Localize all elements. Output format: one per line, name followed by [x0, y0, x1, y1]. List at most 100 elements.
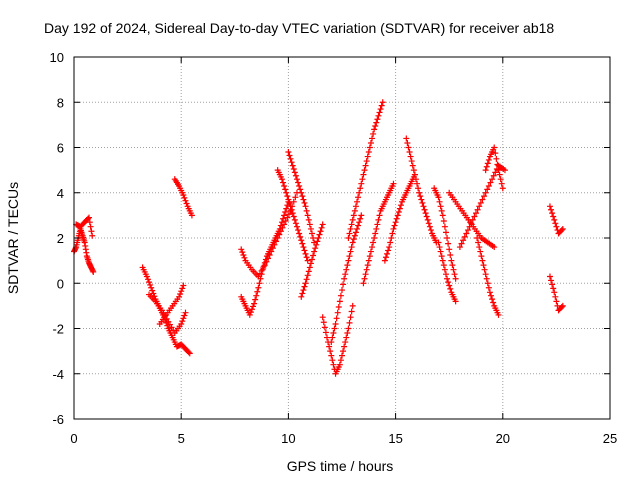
- x-tick-label: 5: [178, 431, 185, 446]
- data-point-t3: [186, 350, 193, 357]
- data-point-t24: [549, 210, 556, 217]
- data-point-t10: [292, 172, 299, 179]
- data-point-t21: [469, 216, 476, 223]
- data-point-t19: [439, 257, 446, 264]
- data-point-t12: [329, 357, 336, 364]
- data-point-t17: [415, 185, 422, 192]
- data-point-t16: [381, 257, 388, 264]
- x-tick-label: 0: [70, 431, 77, 446]
- data-point-t13: [337, 292, 344, 299]
- data-point-t13: [342, 271, 349, 278]
- data-point-t21: [458, 240, 465, 247]
- data-point-t7: [251, 300, 258, 307]
- data-point-t9: [285, 196, 292, 203]
- data-point-t10: [285, 149, 292, 156]
- data-point-t15: [372, 230, 379, 237]
- data-point-t18: [452, 275, 459, 282]
- data-point-t19: [444, 275, 451, 282]
- data-point-t21: [471, 213, 478, 220]
- data-point-t8: [281, 221, 288, 228]
- data-point-t18: [435, 194, 442, 201]
- data-point-t14: [359, 176, 366, 183]
- data-point-t19: [435, 239, 442, 246]
- data-point-t22: [489, 296, 496, 303]
- data-point-t8: [268, 248, 275, 255]
- data-point-t10: [299, 193, 306, 200]
- data-point-t21: [482, 189, 489, 196]
- data-point-t17: [414, 180, 421, 187]
- data-point-t12: [323, 334, 330, 341]
- data-point-t25: [553, 298, 560, 305]
- data-point-t24: [551, 216, 558, 223]
- data-point-t8: [271, 241, 278, 248]
- x-tick-label: 25: [603, 431, 617, 446]
- data-point-t21: [468, 220, 475, 227]
- y-tick-label: 4: [57, 186, 64, 201]
- data-point-t8: [241, 254, 248, 261]
- data-point-t13: [350, 236, 357, 243]
- data-point-t10: [287, 155, 294, 162]
- data-point-t6: [188, 212, 195, 219]
- y-tick-label: -4: [52, 367, 64, 382]
- data-point-t13: [346, 253, 353, 260]
- data-point-t8: [269, 245, 276, 252]
- data-point-t24: [558, 227, 565, 234]
- data-point-t8: [285, 211, 292, 218]
- data-point-t21: [466, 223, 473, 230]
- data-point-t12: [339, 352, 345, 359]
- data-point-t11: [306, 264, 313, 271]
- data-point-t6: [181, 194, 188, 201]
- data-point-t16: [393, 215, 400, 222]
- data-point-t24: [552, 220, 559, 227]
- data-point-t9: [284, 193, 291, 200]
- data-point-t24: [559, 225, 566, 232]
- data-point-t17: [405, 144, 412, 151]
- data-point-t17: [424, 216, 431, 223]
- data-point-t12: [349, 302, 356, 309]
- data-point-t16: [394, 212, 401, 219]
- data-point-t23: [482, 167, 489, 174]
- data-point-t18: [441, 223, 448, 230]
- data-point-t6: [180, 192, 187, 199]
- data-point-t12: [330, 361, 337, 368]
- data-point-t22: [481, 266, 488, 273]
- data-point-t18: [445, 240, 452, 247]
- data-point-t21: [474, 206, 481, 213]
- data-point-t14: [357, 185, 364, 192]
- data-point-t22: [474, 235, 481, 241]
- data-point-t24: [548, 206, 555, 213]
- data-point-t14: [352, 203, 359, 210]
- data-point-t21: [456, 244, 463, 251]
- data-point-t12: [322, 329, 329, 336]
- data-point-t8: [239, 249, 246, 256]
- data-point-t10: [310, 235, 317, 241]
- data-point-t21: [490, 172, 497, 179]
- data-point-t3: [146, 279, 153, 286]
- data-point-t21: [501, 167, 508, 174]
- data-point-t9: [293, 223, 300, 230]
- data-point-t11: [308, 256, 315, 263]
- data-point-t16: [392, 219, 399, 226]
- data-point-t22: [486, 289, 493, 296]
- data-point-t17: [408, 158, 415, 165]
- x-tick-label: 20: [496, 431, 510, 446]
- data-point-t8: [284, 214, 291, 221]
- data-point-t17: [416, 189, 423, 196]
- data-point-t13: [332, 320, 339, 327]
- data-point-t12: [347, 314, 354, 321]
- data-point-t9: [283, 189, 290, 196]
- data-point-t10: [298, 189, 305, 196]
- data-point-t8: [279, 224, 286, 231]
- data-point-t16: [387, 239, 394, 246]
- data-point-t17: [420, 203, 427, 210]
- data-point-t21: [484, 186, 491, 193]
- data-point-t18: [450, 266, 457, 273]
- data-point-t22: [495, 311, 502, 318]
- data-point-t18: [442, 229, 449, 236]
- data-point-t4: [180, 315, 187, 322]
- data-point-t9: [303, 254, 310, 261]
- data-point-t25: [552, 293, 559, 300]
- data-point-t14: [355, 194, 362, 201]
- data-point-t13: [339, 287, 345, 294]
